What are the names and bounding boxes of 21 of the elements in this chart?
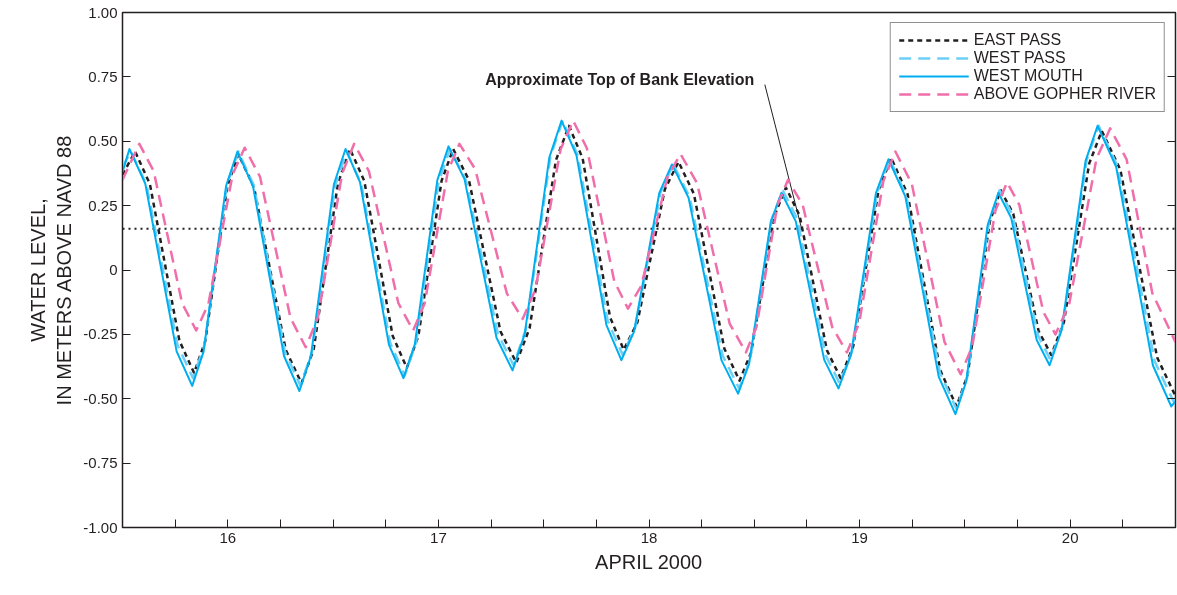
y-tick-label: 1.00 bbox=[88, 3, 118, 21]
legend-label: WEST MOUTH bbox=[973, 67, 1083, 85]
y-tick-label: -1.00 bbox=[83, 518, 118, 536]
y-tick-label: -0.50 bbox=[83, 389, 118, 407]
x-axis-title: APRIL 2000 bbox=[595, 550, 703, 573]
y-tick-label: 0.50 bbox=[88, 132, 118, 150]
x-tick-label: 18 bbox=[640, 528, 658, 546]
legend-label: WEST PASS bbox=[973, 49, 1066, 67]
y-tick-label: 0.75 bbox=[88, 67, 118, 85]
x-tick-label: 16 bbox=[219, 528, 237, 546]
y-tick-label: 0 bbox=[109, 261, 118, 278]
ref-line-label: Approximate Top of Bank Elevation bbox=[485, 70, 755, 88]
x-tick-label: 19 bbox=[851, 528, 868, 546]
x-tick-label: 17 bbox=[430, 528, 447, 546]
y-tick-label: 0.25 bbox=[88, 196, 118, 214]
legend-label: ABOVE GOPHER RIVER bbox=[973, 85, 1156, 103]
x-tick-label: 20 bbox=[1061, 528, 1079, 546]
y-axis-title: WATER LEVEL, IN METERS ABOVE NAVD 88 bbox=[26, 135, 76, 406]
legend-label: EAST PASS bbox=[973, 31, 1062, 49]
y-tick-label: -0.25 bbox=[83, 325, 118, 343]
y-tick-label: -0.75 bbox=[83, 454, 118, 472]
